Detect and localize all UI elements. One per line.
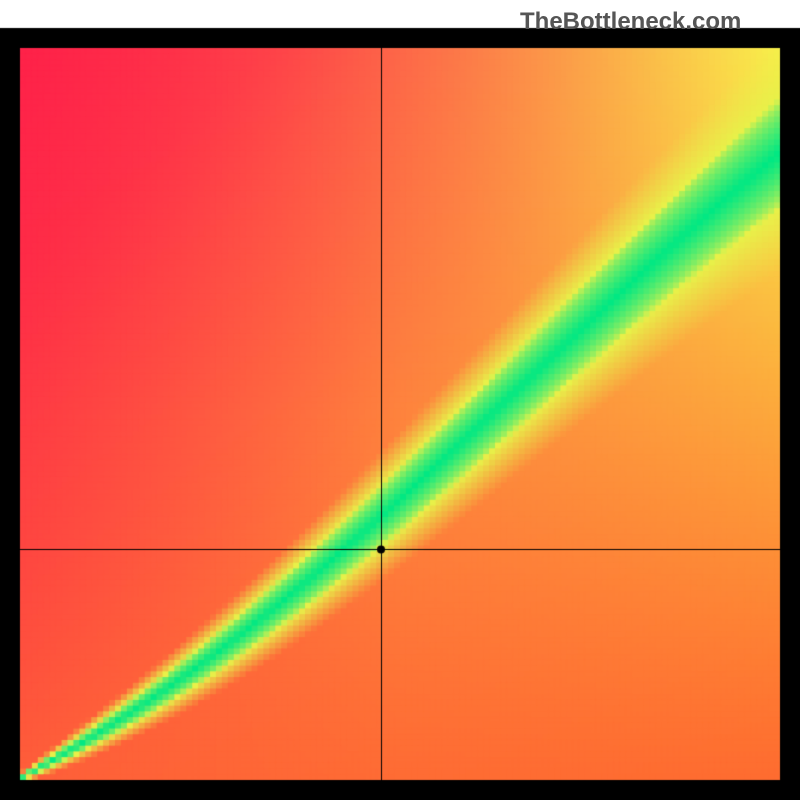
watermark-text: TheBottleneck.com bbox=[520, 8, 741, 36]
bottleneck-heatmap bbox=[0, 0, 800, 800]
